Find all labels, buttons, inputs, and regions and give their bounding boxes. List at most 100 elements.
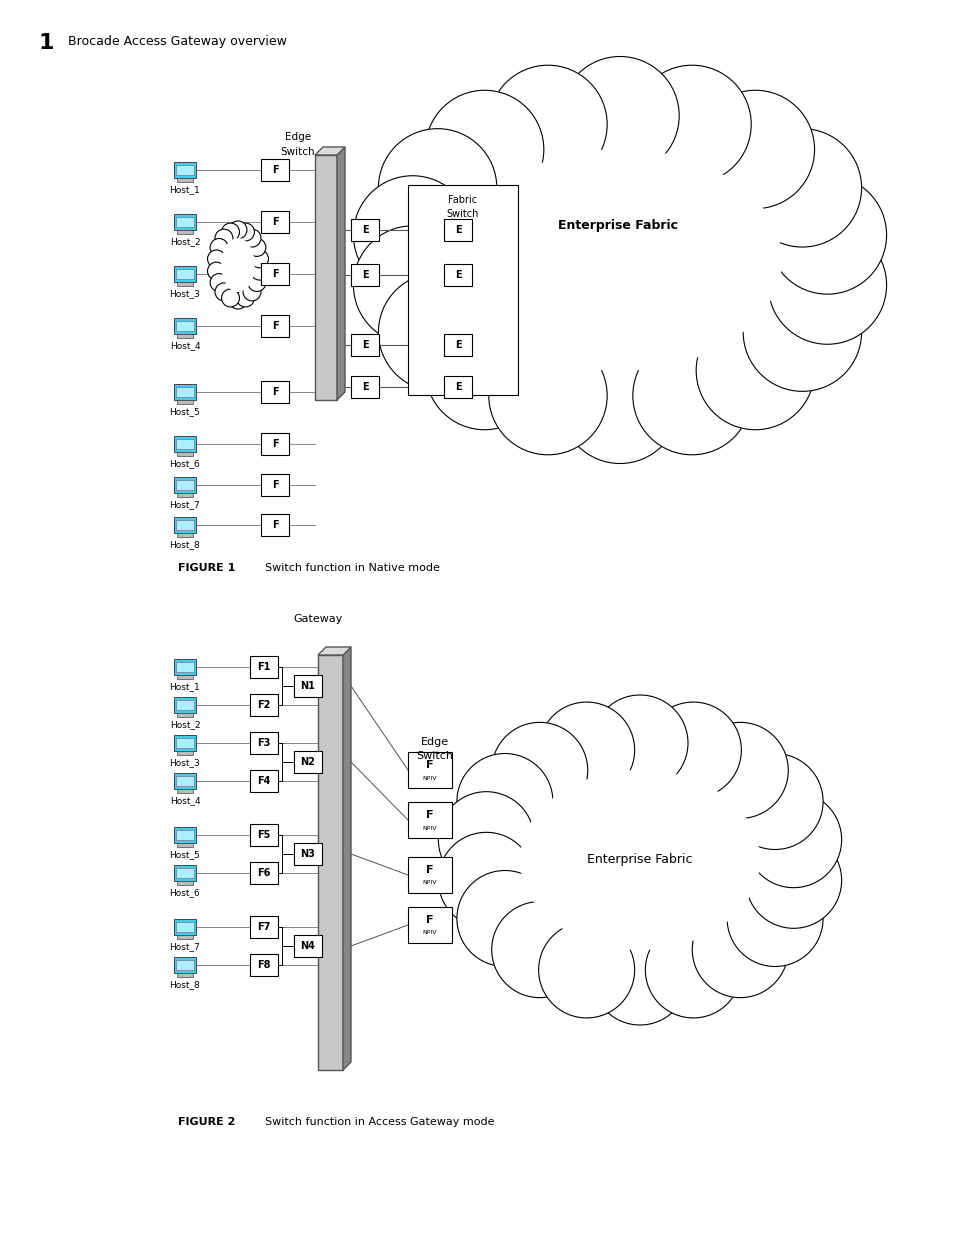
Text: Edge: Edge xyxy=(420,737,449,747)
FancyBboxPatch shape xyxy=(173,436,195,452)
Circle shape xyxy=(696,90,814,209)
Text: E: E xyxy=(455,340,461,350)
Text: Switch: Switch xyxy=(446,209,478,219)
Bar xyxy=(177,676,193,679)
Text: Host_1: Host_1 xyxy=(170,185,200,194)
Bar xyxy=(176,217,193,227)
Bar xyxy=(261,263,289,285)
Bar xyxy=(250,862,277,884)
Bar xyxy=(176,776,193,785)
Bar xyxy=(176,923,193,932)
FancyBboxPatch shape xyxy=(173,957,195,973)
Text: NPIV: NPIV xyxy=(422,825,436,830)
Ellipse shape xyxy=(215,228,260,301)
Circle shape xyxy=(214,283,233,301)
FancyBboxPatch shape xyxy=(173,697,195,714)
Circle shape xyxy=(353,226,472,345)
Circle shape xyxy=(692,902,787,998)
Text: F5: F5 xyxy=(257,830,271,840)
Bar xyxy=(176,739,193,748)
FancyBboxPatch shape xyxy=(173,919,195,935)
Text: F3: F3 xyxy=(257,739,271,748)
Text: N1: N1 xyxy=(300,680,315,692)
Circle shape xyxy=(378,128,497,247)
Text: F: F xyxy=(426,915,434,925)
Circle shape xyxy=(488,336,606,454)
Circle shape xyxy=(229,291,247,309)
Circle shape xyxy=(726,871,822,967)
Text: E: E xyxy=(455,382,461,391)
Bar xyxy=(408,752,452,788)
Circle shape xyxy=(767,175,885,294)
Text: Host_8: Host_8 xyxy=(170,540,200,550)
Ellipse shape xyxy=(479,740,800,981)
Bar xyxy=(177,493,193,498)
Bar xyxy=(177,452,193,456)
Text: N2: N2 xyxy=(300,757,315,767)
Circle shape xyxy=(210,274,228,291)
Bar xyxy=(250,656,277,678)
Circle shape xyxy=(353,175,472,294)
Text: Host_5: Host_5 xyxy=(170,408,200,416)
Ellipse shape xyxy=(403,112,835,408)
Text: Fabric: Fabric xyxy=(448,195,477,205)
Circle shape xyxy=(742,273,861,391)
Circle shape xyxy=(221,289,239,308)
Bar xyxy=(261,315,289,337)
Circle shape xyxy=(560,57,679,175)
Text: N3: N3 xyxy=(300,848,315,860)
Text: F7: F7 xyxy=(257,923,271,932)
Bar xyxy=(176,662,193,672)
Bar xyxy=(294,676,322,697)
Bar xyxy=(294,751,322,773)
Text: Host_1: Host_1 xyxy=(170,682,200,692)
Text: N4: N4 xyxy=(300,941,315,951)
Bar xyxy=(177,714,193,718)
Text: E: E xyxy=(455,225,461,235)
Bar xyxy=(176,387,193,396)
Circle shape xyxy=(214,230,233,247)
Bar xyxy=(408,906,452,944)
Text: E: E xyxy=(361,270,368,280)
Circle shape xyxy=(560,345,679,463)
Ellipse shape xyxy=(519,769,760,950)
Circle shape xyxy=(456,753,553,850)
Bar xyxy=(177,882,193,885)
Text: NPIV: NPIV xyxy=(422,930,436,935)
FancyBboxPatch shape xyxy=(173,864,195,882)
Text: F: F xyxy=(272,269,278,279)
Polygon shape xyxy=(336,147,345,400)
Text: Enterprise Fabric: Enterprise Fabric xyxy=(587,853,692,867)
Bar xyxy=(177,534,193,537)
Bar xyxy=(351,375,378,398)
Bar xyxy=(294,935,322,957)
Text: F: F xyxy=(426,810,434,820)
Text: Host_2: Host_2 xyxy=(170,720,200,729)
Bar xyxy=(176,960,193,969)
FancyBboxPatch shape xyxy=(173,826,195,844)
Circle shape xyxy=(742,128,861,247)
Bar xyxy=(408,857,452,893)
FancyBboxPatch shape xyxy=(173,773,195,789)
Text: E: E xyxy=(361,225,368,235)
Circle shape xyxy=(456,871,553,967)
Bar xyxy=(250,824,277,846)
FancyBboxPatch shape xyxy=(173,735,195,751)
Text: F: F xyxy=(272,438,278,450)
Text: Host_8: Host_8 xyxy=(170,981,200,989)
Circle shape xyxy=(425,90,543,209)
Bar xyxy=(176,520,193,530)
Circle shape xyxy=(438,832,534,929)
Bar xyxy=(177,751,193,756)
Text: Host_4: Host_4 xyxy=(170,341,200,350)
Bar xyxy=(351,333,378,356)
Text: Host_2: Host_2 xyxy=(170,237,200,246)
FancyBboxPatch shape xyxy=(173,384,195,400)
Polygon shape xyxy=(314,147,345,156)
Bar xyxy=(176,269,193,279)
Circle shape xyxy=(538,701,634,798)
Bar xyxy=(250,732,277,755)
Text: Host_3: Host_3 xyxy=(170,289,200,298)
Text: Host_6: Host_6 xyxy=(170,888,200,897)
Text: FIGURE 2: FIGURE 2 xyxy=(178,1116,235,1128)
